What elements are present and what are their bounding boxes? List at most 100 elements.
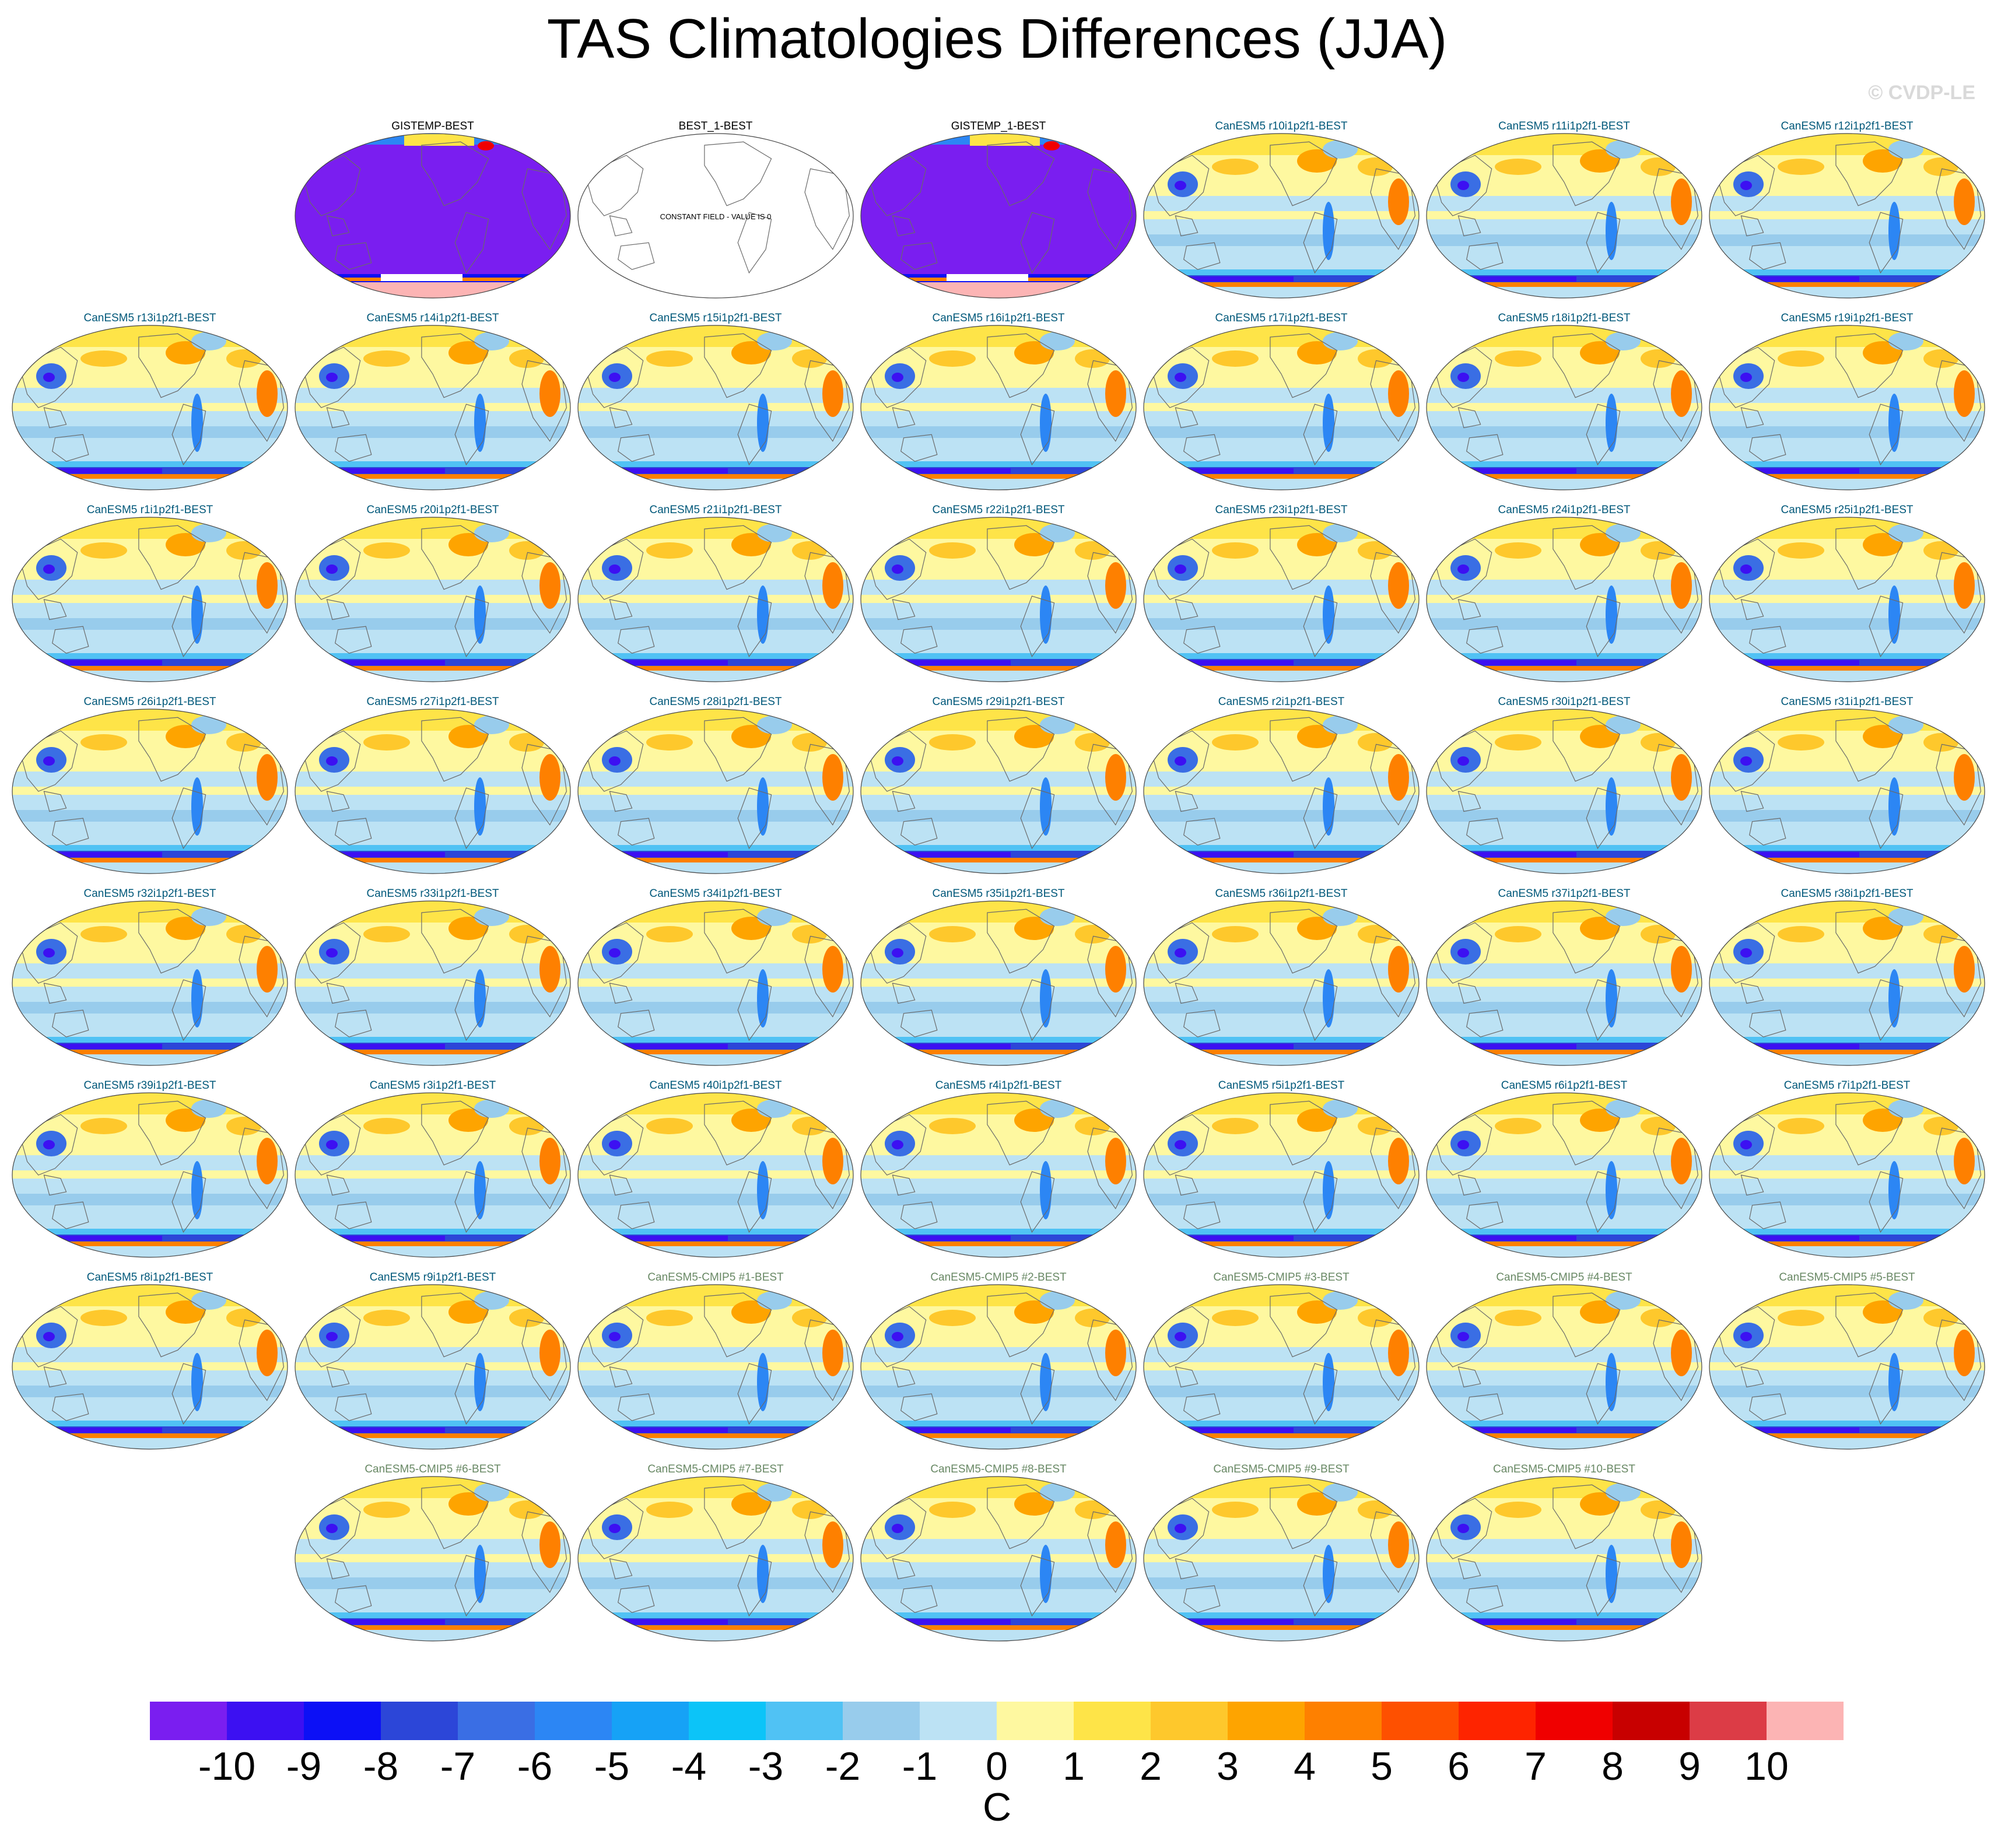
panel-title: CanESM5 r37i1p2f1-BEST	[1498, 888, 1631, 900]
cvdp-watermark: © CVDP-LE	[1868, 82, 1975, 104]
colorbar-tick-label: -10	[198, 1744, 256, 1789]
colorbar-tick-label: 2	[1140, 1744, 1162, 1789]
colorbar-box	[1151, 1702, 1228, 1740]
panel-title: CanESM5 r34i1p2f1-BEST	[649, 888, 782, 900]
panel-title: CanESM5 r25i1p2f1-BEST	[1781, 504, 1914, 516]
colorbar-box	[1074, 1702, 1151, 1740]
panel-title: CanESM5-CMIP5 #4-BEST	[1496, 1271, 1632, 1284]
map-plot: CONSTANT FIELD - VALUE IS 0	[577, 133, 854, 299]
map-panel: CanESM5 r38i1p2f1-BEST	[1708, 888, 1986, 1067]
map-panel: CanESM5 r5i1p2f1-BEST	[1142, 1079, 1421, 1259]
panel-title: CanESM5-CMIP5 #3-BEST	[1213, 1271, 1350, 1284]
map-plot	[1709, 325, 1985, 490]
panel-title: CanESM5-CMIP5 #1-BEST	[647, 1271, 784, 1284]
colorbar-box	[1613, 1702, 1690, 1740]
map-plot	[1709, 1092, 1985, 1258]
panel-title: CanESM5-CMIP5 #7-BEST	[647, 1463, 784, 1475]
map-panel: CanESM5 r20i1p2f1-BEST	[293, 504, 572, 683]
panel-title: CanESM5 r20i1p2f1-BEST	[366, 504, 499, 516]
map-panel: CanESM5 r23i1p2f1-BEST	[1142, 504, 1421, 683]
panel-title: GISTEMP_1-BEST	[951, 120, 1046, 132]
map-plot	[1426, 709, 1702, 874]
map-plot	[577, 1284, 854, 1450]
map-plot	[1426, 1476, 1702, 1642]
colorbar-box	[1382, 1702, 1459, 1740]
map-panel: CanESM5 r29i1p2f1-BEST	[859, 696, 1138, 875]
map-plot	[1709, 133, 1985, 299]
colorbar-box	[843, 1702, 920, 1740]
panel-title: CanESM5-CMIP5 #2-BEST	[930, 1271, 1067, 1284]
map-panel: CanESM5-CMIP5 #6-BEST	[293, 1463, 572, 1643]
colorbar-tick-label: -2	[825, 1744, 861, 1789]
panel-title: CanESM5 r19i1p2f1-BEST	[1781, 312, 1914, 324]
map-panel: CanESM5-CMIP5 #5-BEST	[1708, 1271, 1986, 1451]
panel-title: CanESM5 r6i1p2f1-BEST	[1501, 1079, 1628, 1092]
colorbar-box	[150, 1702, 227, 1740]
map-plot	[1426, 517, 1702, 682]
map-panel: CanESM5 r33i1p2f1-BEST	[293, 888, 572, 1067]
colorbar-tick-label: -8	[363, 1744, 399, 1789]
map-plot	[577, 1476, 854, 1642]
colorbar-tick-label: -3	[748, 1744, 784, 1789]
colorbar-box	[1228, 1702, 1305, 1740]
map-panel: CanESM5 r13i1p2f1-BEST	[10, 312, 289, 492]
panel-title: CanESM5 r31i1p2f1-BEST	[1781, 696, 1914, 708]
panel-title: CanESM5 r16i1p2f1-BEST	[932, 312, 1065, 324]
map-panel: CanESM5 r7i1p2f1-BEST	[1708, 1079, 1986, 1259]
map-panel: CanESM5 r2i1p2f1-BEST	[1142, 696, 1421, 875]
map-panel: CanESM5 r35i1p2f1-BEST	[859, 888, 1138, 1067]
map-panel: CanESM5 r22i1p2f1-BEST	[859, 504, 1138, 683]
map-panel: CanESM5 r28i1p2f1-BEST	[576, 696, 855, 875]
colorbar-tick-label: 7	[1525, 1744, 1547, 1789]
colorbar-tick-label: -5	[594, 1744, 630, 1789]
map-plot	[12, 709, 288, 874]
map-plot	[1709, 517, 1985, 682]
panel-title: CanESM5-CMIP5 #8-BEST	[930, 1463, 1067, 1475]
panel-title: CanESM5 r35i1p2f1-BEST	[932, 888, 1065, 900]
colorbar-box	[766, 1702, 843, 1740]
colorbar-tick-label: -6	[517, 1744, 553, 1789]
map-plot	[295, 1476, 571, 1642]
map-plot	[577, 325, 854, 490]
colorbar-box	[458, 1702, 535, 1740]
colorbar-box	[304, 1702, 381, 1740]
colorbar-box	[227, 1702, 304, 1740]
panel-title: CanESM5 r2i1p2f1-BEST	[1218, 696, 1345, 708]
colorbar-box	[997, 1702, 1074, 1740]
map-plot	[12, 1092, 288, 1258]
map-plot	[1143, 325, 1420, 490]
panel-title: CanESM5 r32i1p2f1-BEST	[83, 888, 216, 900]
map-plot	[1143, 709, 1420, 874]
map-plot	[1143, 133, 1420, 299]
panel-title: CanESM5 r29i1p2f1-BEST	[932, 696, 1065, 708]
panel-title: CanESM5 r9i1p2f1-BEST	[369, 1271, 496, 1284]
panel-title: CanESM5 r40i1p2f1-BEST	[649, 1079, 782, 1092]
map-plot	[860, 517, 1137, 682]
panel-title: CanESM5 r38i1p2f1-BEST	[1781, 888, 1914, 900]
panel-title: CanESM5 r5i1p2f1-BEST	[1218, 1079, 1345, 1092]
map-plot	[295, 900, 571, 1066]
colorbar-box	[612, 1702, 689, 1740]
map-plot	[1709, 1284, 1985, 1450]
map-plot	[577, 900, 854, 1066]
panel-title: CanESM5 r18i1p2f1-BEST	[1498, 312, 1631, 324]
colorbar-tick-label: -7	[440, 1744, 476, 1789]
colorbar-box	[1305, 1702, 1382, 1740]
map-plot	[12, 325, 288, 490]
map-panel: CanESM5 r37i1p2f1-BEST	[1425, 888, 1704, 1067]
map-panel: CanESM5-CMIP5 #1-BEST	[576, 1271, 855, 1451]
map-panel: CanESM5 r40i1p2f1-BEST	[576, 1079, 855, 1259]
map-panel: CanESM5 r25i1p2f1-BEST	[1708, 504, 1986, 683]
map-plot	[12, 1284, 288, 1450]
map-plot	[1143, 1092, 1420, 1258]
panel-title: CanESM5 r11i1p2f1-BEST	[1498, 120, 1630, 132]
map-panel: CanESM5 r15i1p2f1-BEST	[576, 312, 855, 492]
map-plot	[1709, 709, 1985, 874]
panel-title: CanESM5 r33i1p2f1-BEST	[366, 888, 499, 900]
map-panel: CanESM5 r31i1p2f1-BEST	[1708, 696, 1986, 875]
page-title: TAS Climatologies Differences (JJA)	[546, 8, 1448, 70]
colorbar-tick-labels: -10 -9 -8 -7 -6 -5 -4 -3 -2 -1 0 1 2 3 4 5 6 7 8 9 10	[150, 1744, 1844, 1790]
colorbar-box	[1690, 1702, 1767, 1740]
map-panel: CanESM5 r17i1p2f1-BEST	[1142, 312, 1421, 492]
map-panel: CanESM5-CMIP5 #10-BEST	[1425, 1463, 1704, 1643]
